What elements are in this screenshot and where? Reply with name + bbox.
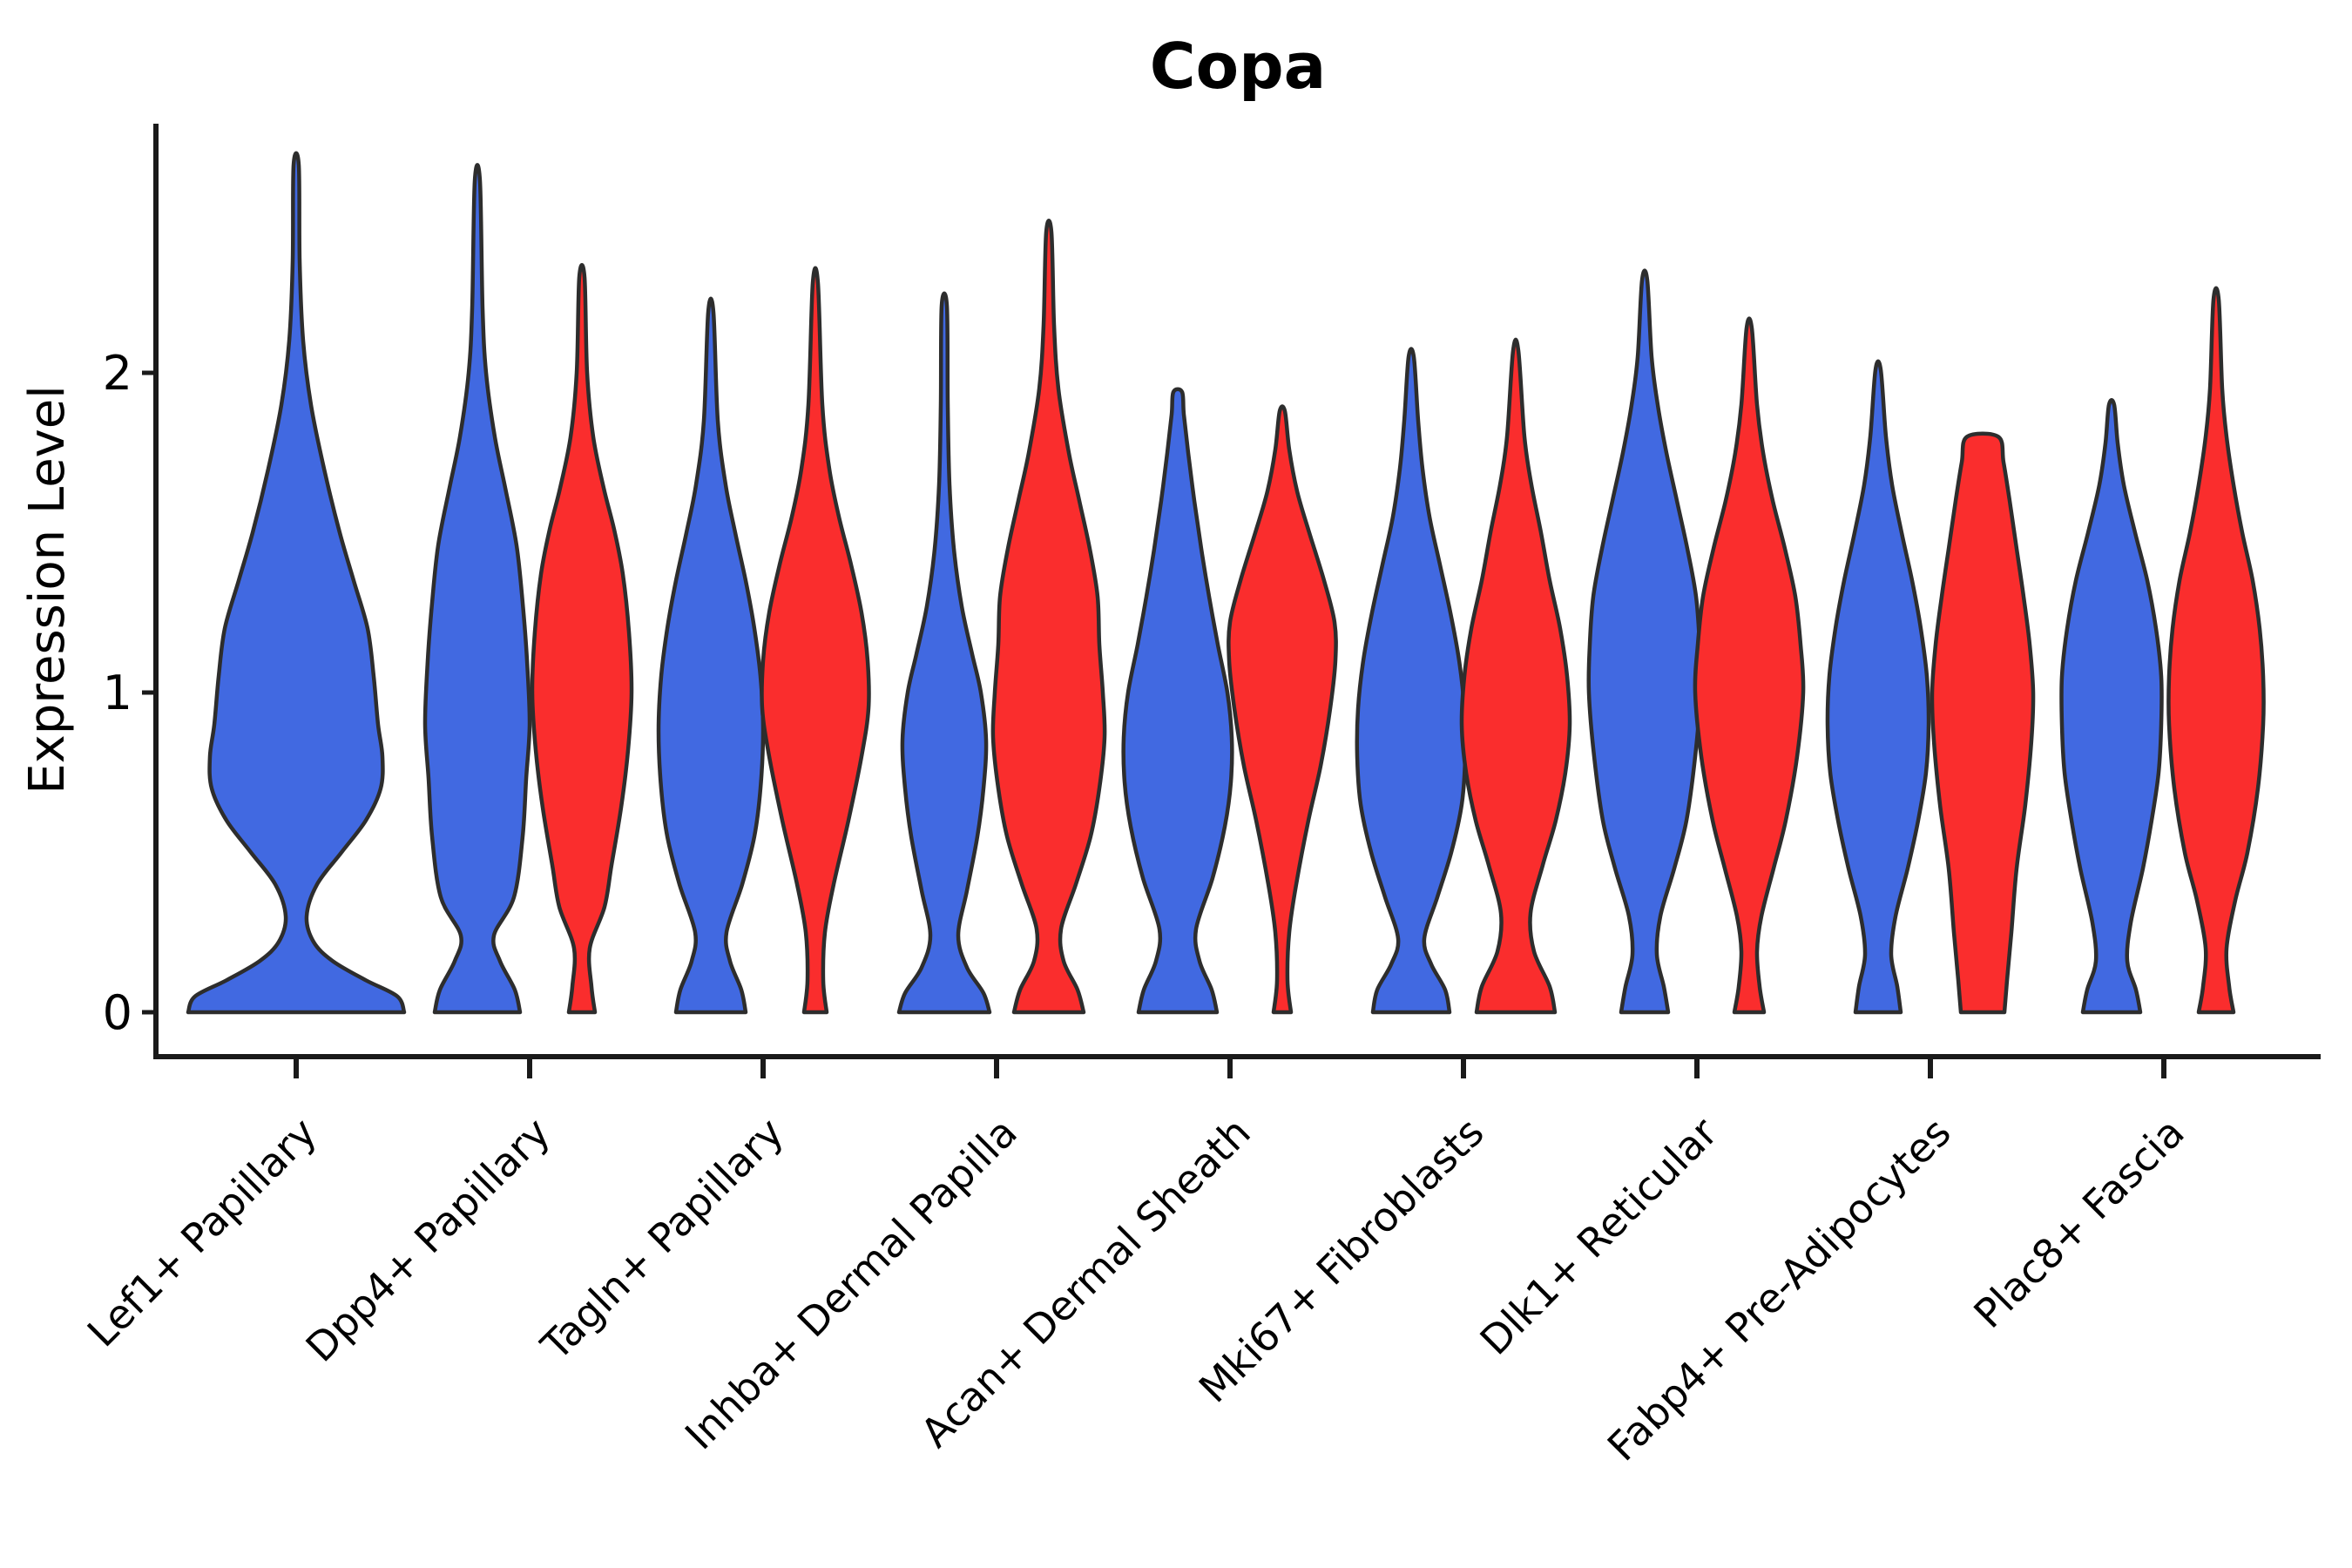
violin-3-blue [896,291,992,1015]
x-tick-label: Dlk1+ Reticular [1471,1109,1727,1364]
y-tick-label: 0 [103,985,132,1040]
violin-0-blue [186,151,407,1015]
y-tick-label: 2 [103,346,132,401]
violin-2-blue [656,296,766,1015]
x-ticks-layer [294,1059,2166,1078]
violin-5-blue [1355,347,1468,1015]
violin-5-red [1459,337,1572,1015]
violin-4-red [1227,404,1338,1015]
chart-title: Copa [1149,30,1327,103]
violin-8-blue [2059,397,2164,1015]
violins-layer [186,151,2266,1015]
violin-1-blue [422,163,532,1015]
x-tick-label: Lef1+ Papillary [78,1109,326,1356]
x-tick-label: Dpp4+ Papillary [297,1109,559,1371]
violin-6-red [1693,316,1806,1015]
violin-3-red [990,218,1107,1015]
y-tick-label: 1 [103,666,132,720]
violin-7-blue [1825,359,1931,1015]
violin-4-blue [1121,387,1234,1015]
violin-1-red [530,262,634,1015]
violin-6-blue [1586,268,1703,1015]
x-tick-label: Tagln+ Papillary [531,1109,793,1370]
y-ticks-layer: 0 1 2 [103,346,154,1040]
violin-8-red [2166,286,2266,1015]
x-tick-label: Plac8+ Fascia [1964,1109,2193,1337]
violin-7-red [1930,431,2036,1015]
violin-2-red [760,266,871,1015]
